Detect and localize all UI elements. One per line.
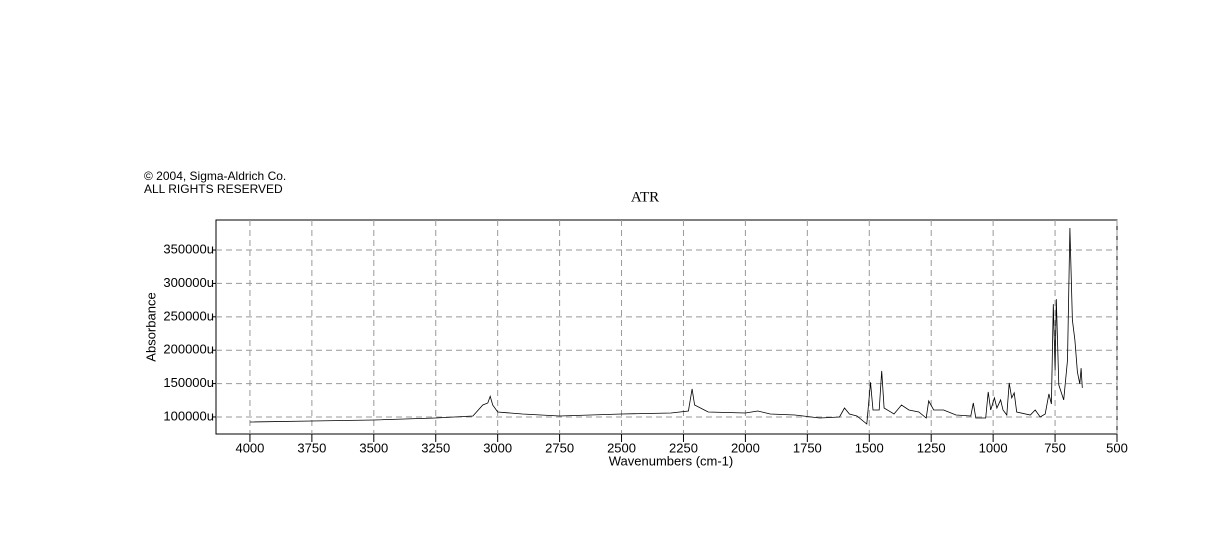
x-tick-label: 1250 [917, 440, 946, 455]
y-tick-label: 200000u [163, 342, 214, 357]
copyright: ALL RIGHTS RESERVED [144, 182, 283, 196]
x-tick-label: 3250 [421, 440, 450, 455]
x-tick-label: 4000 [235, 440, 264, 455]
x-tick-label: 2500 [607, 440, 636, 455]
y-tick-label: 250000u [163, 308, 214, 323]
y-axis-label: Absorbance [143, 292, 158, 361]
y-tick-label: 100000u [163, 408, 214, 423]
plot-frame [215, 219, 1118, 435]
x-tick-label: 1500 [855, 440, 884, 455]
x-tick-label: 3500 [359, 440, 388, 455]
y-tick-label: 150000u [163, 375, 214, 390]
x-tick-label: 2000 [731, 440, 760, 455]
spectrum-line [249, 227, 1083, 425]
x-axis-label: Wavenumbers (cm-1) [609, 453, 733, 468]
x-tick-label: 1000 [979, 440, 1008, 455]
x-tick-label: 2750 [545, 440, 574, 455]
x-tick-label: 750 [1044, 440, 1066, 455]
x-tick-label: 1750 [793, 440, 822, 455]
copyright: © 2004, Sigma-Aldrich Co. [144, 169, 286, 183]
y-tick-label: 350000u [163, 241, 214, 256]
x-tick-label: 3000 [483, 440, 512, 455]
x-tick-label: 2250 [669, 440, 698, 455]
x-tick-label: 3750 [297, 440, 326, 455]
y-tick-label: 300000u [163, 275, 214, 290]
chart-title: ATR [631, 189, 659, 205]
x-tick-label: 500 [1106, 440, 1128, 455]
